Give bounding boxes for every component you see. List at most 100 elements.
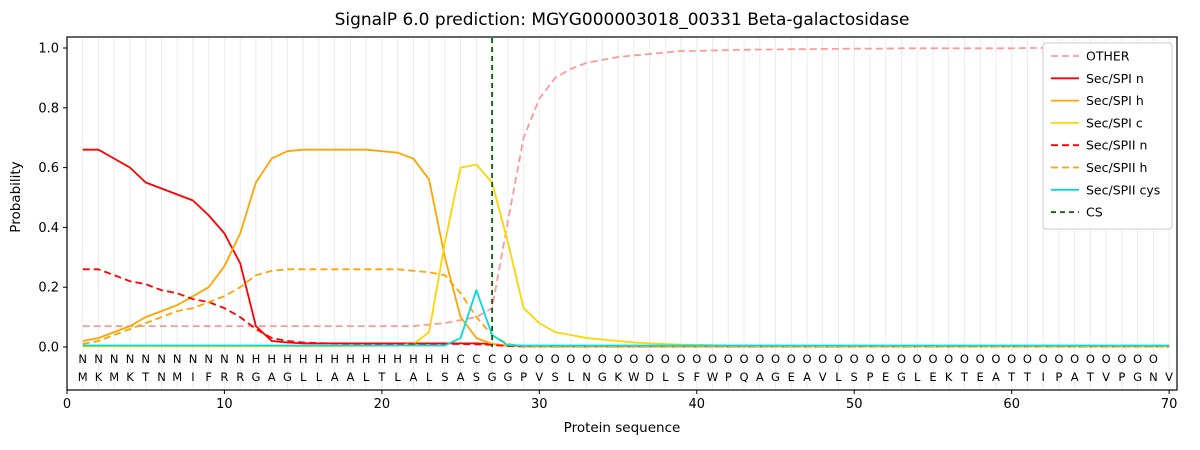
x-axis-label: Protein sequence [563, 420, 681, 436]
residue-letter: N [1149, 370, 1158, 384]
x-tick-label: 70 [1161, 397, 1178, 412]
region-label: O [739, 352, 748, 366]
region-label: H [330, 352, 339, 366]
legend-label-sec-spi-n: Sec/SPI n [1086, 71, 1144, 86]
residue-letter: R [220, 370, 228, 384]
region-label: O [960, 352, 969, 366]
legend-label-sec-spi-h: Sec/SPI h [1086, 93, 1144, 108]
residue-letter: E [977, 370, 984, 384]
residue-letter: E [882, 370, 889, 384]
region-label: O [1023, 352, 1032, 366]
region-label: O [614, 352, 623, 366]
region-label: O [661, 352, 670, 366]
residue-letter: G [1133, 370, 1142, 384]
residue-letter: K [945, 370, 953, 384]
residue-letter: S [551, 370, 558, 384]
residue-letter: A [409, 370, 417, 384]
residue-letter: L [316, 370, 323, 384]
region-label: N [141, 352, 150, 366]
y-tick-label: 1.0 [38, 42, 59, 57]
region-label: O [1007, 352, 1016, 366]
residue-letter: N [157, 370, 166, 384]
region-label: O [834, 352, 843, 366]
residue-letter: L [835, 370, 842, 384]
x-tick-label: 50 [846, 397, 863, 412]
region-label: O [850, 352, 859, 366]
residue-letter: T [141, 370, 150, 384]
region-label: O [1133, 352, 1142, 366]
residue-letter: N [582, 370, 591, 384]
residue-letter: G [283, 370, 292, 384]
residue-letter: T [960, 370, 969, 384]
residue-letter: V [819, 370, 827, 384]
residue-letter: D [645, 370, 654, 384]
region-label: N [204, 352, 213, 366]
residue-letter: S [677, 370, 684, 384]
residue-letter: A [457, 370, 465, 384]
residue-letter: L [914, 370, 921, 384]
region-label: H [299, 352, 308, 366]
region-label: C [488, 352, 496, 366]
legend-label-sec-spi-c: Sec/SPI c [1086, 115, 1143, 130]
residue-letter: S [851, 370, 858, 384]
residue-letter: K [95, 370, 103, 384]
region-label: O [582, 352, 591, 366]
series-sec-spi-c [82, 163, 1170, 348]
residue-letter: V [1102, 370, 1110, 384]
region-label: N [78, 352, 87, 366]
residue-letter: E [929, 370, 936, 384]
series-sec-spii-h [82, 268, 1170, 348]
region-label: O [519, 352, 528, 366]
legend-label-sec-spii-h: Sec/SPII h [1086, 160, 1147, 175]
residue-letter: G [771, 370, 780, 384]
region-label: O [645, 352, 654, 366]
region-label: O [928, 352, 937, 366]
residue-letter: L [363, 370, 370, 384]
residue-letter: A [346, 370, 354, 384]
residue-letter: P [520, 370, 527, 384]
residue-letter: V [535, 370, 543, 384]
region-label: N [94, 352, 103, 366]
residue-letter: P [867, 370, 874, 384]
region-label: H [378, 352, 387, 366]
residue-letter: L [662, 370, 669, 384]
region-label: H [425, 352, 434, 366]
legend-label-sec-spii-cys: Sec/SPII cys [1086, 182, 1160, 197]
residue-letter: A [268, 370, 276, 384]
residue-letter: G [251, 370, 260, 384]
region-label: H [441, 352, 450, 366]
residue-letter: G [897, 370, 906, 384]
y-tick-label: 0.0 [38, 341, 59, 356]
chart-title: SignalP 6.0 prediction: MGYG000003018_00… [334, 10, 910, 30]
y-tick-label: 0.8 [38, 101, 59, 116]
x-tick-label: 40 [689, 397, 706, 412]
residue-letter: P [1055, 370, 1062, 384]
residue-letter: Q [739, 370, 748, 384]
legend-label-sec-spii-n: Sec/SPII n [1086, 138, 1147, 153]
x-tick-label: 0 [63, 397, 71, 412]
series-sec-spi-n [82, 148, 1170, 348]
region-label: O [881, 352, 890, 366]
x-tick-label: 20 [374, 397, 391, 412]
region-label: O [692, 352, 701, 366]
region-label: H [409, 352, 418, 366]
residue-letter: T [1007, 370, 1016, 384]
region-label: O [1039, 352, 1048, 366]
residue-letter: E [788, 370, 795, 384]
residue-letter: G [488, 370, 497, 384]
residue-letter: S [441, 370, 448, 384]
residue-letter: L [394, 370, 401, 384]
residue-letter: T [1086, 370, 1095, 384]
region-label: H [362, 352, 371, 366]
residue-letter: G [598, 370, 607, 384]
region-label: O [976, 352, 985, 366]
region-label: C [472, 352, 480, 366]
region-label: N [189, 352, 198, 366]
residue-letter: A [756, 370, 764, 384]
x-tick-label: 30 [531, 397, 548, 412]
residue-letter: A [803, 370, 811, 384]
region-label: O [755, 352, 764, 366]
region-label: H [252, 352, 261, 366]
region-label: O [787, 352, 796, 366]
